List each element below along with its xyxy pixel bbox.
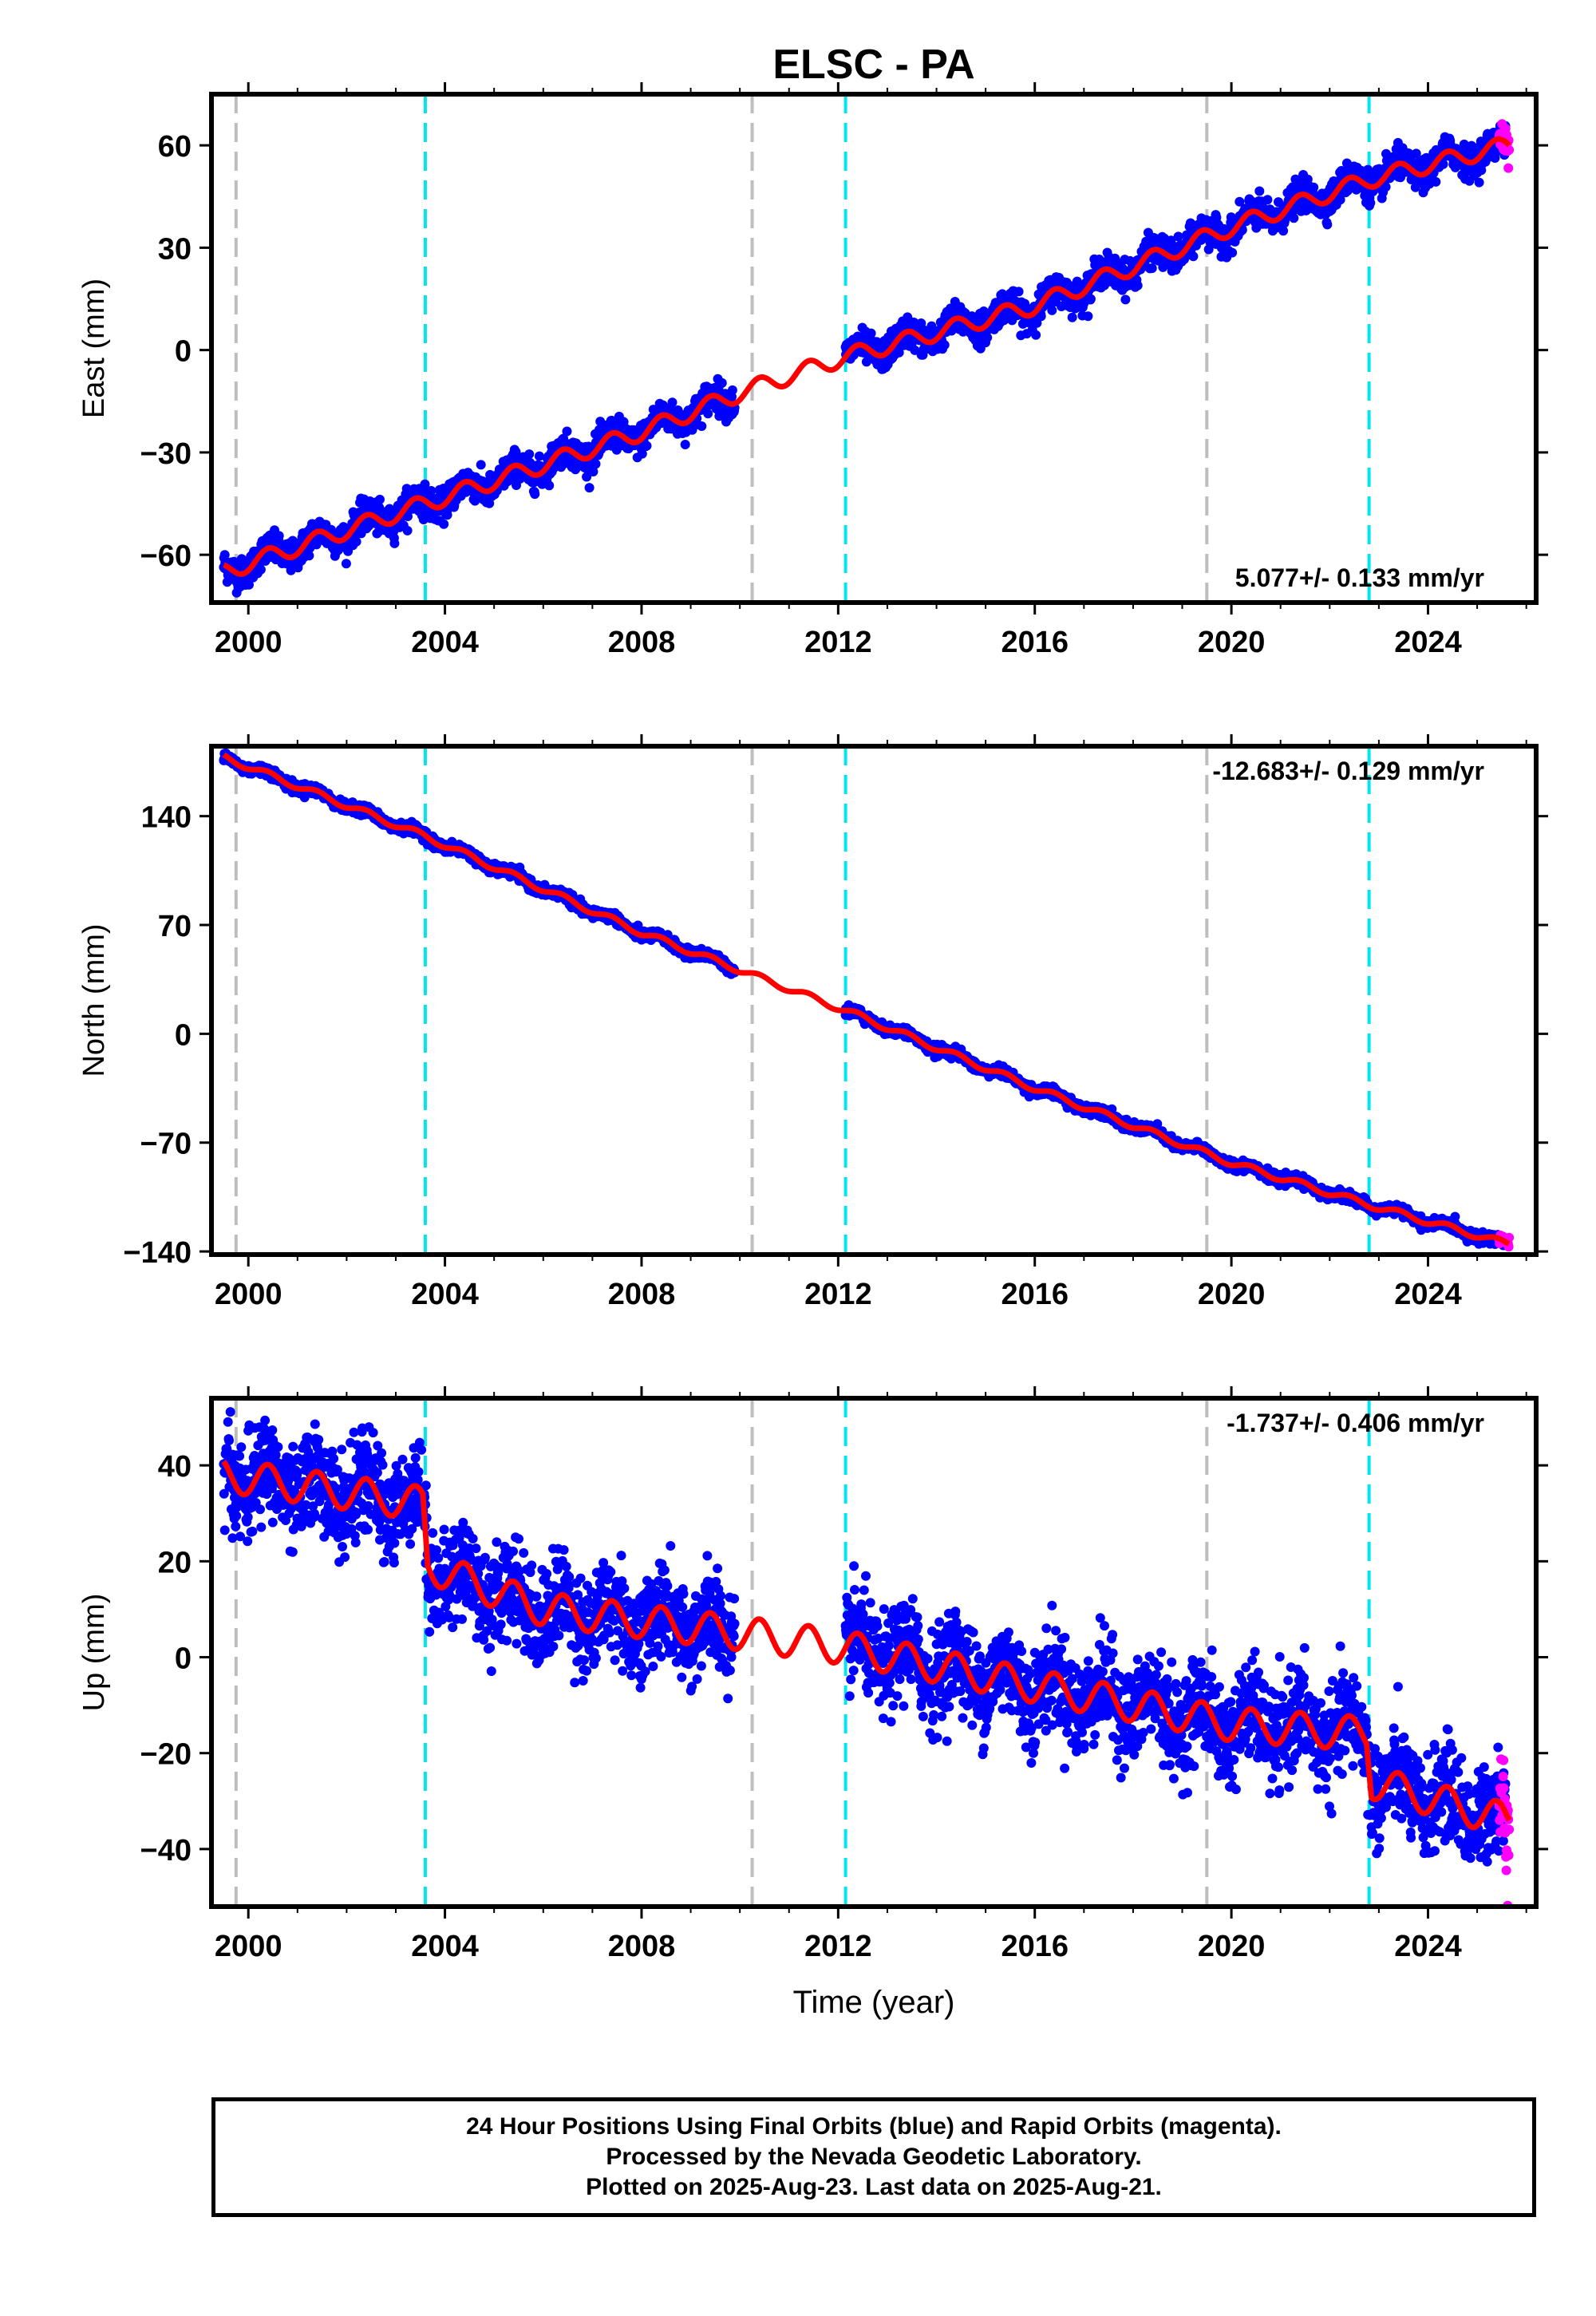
- x-tick-label: 2000: [215, 626, 282, 659]
- data-point-final: [1067, 312, 1077, 322]
- data-point-final: [274, 531, 284, 541]
- data-point-final: [1322, 219, 1333, 230]
- data-point-final: [439, 519, 449, 529]
- data-point-final: [534, 451, 544, 461]
- data-point-final: [703, 409, 713, 419]
- data-point-final: [717, 377, 727, 388]
- data-point-final: [1188, 251, 1199, 262]
- data-point-final: [403, 512, 413, 521]
- y-tick-label: −30: [140, 437, 192, 471]
- data-point-final: [1309, 182, 1319, 192]
- data-point-final: [375, 494, 385, 504]
- data-point-rapid: [1503, 163, 1514, 173]
- data-point-final: [1254, 186, 1265, 196]
- data-point-final: [697, 421, 707, 431]
- data-point-final: [511, 447, 521, 457]
- data-point-final: [562, 426, 572, 437]
- data-point-final: [426, 486, 437, 496]
- data-point-final: [1431, 176, 1441, 187]
- x-tick-label: 2016: [1001, 626, 1069, 659]
- data-point-final: [680, 440, 690, 449]
- data-point-final: [584, 483, 595, 493]
- data-point-final: [595, 417, 606, 427]
- data-points: [219, 119, 1515, 598]
- x-tick-label: 2012: [804, 626, 872, 659]
- data-point-final: [637, 449, 647, 459]
- data-point-final: [389, 538, 400, 548]
- y-axis-label: East (mm): [77, 279, 111, 418]
- data-point-final: [939, 340, 950, 350]
- data-point-final: [588, 467, 598, 476]
- chart-title: ELSC - PA: [772, 41, 974, 88]
- data-point-rapid: [1504, 144, 1515, 155]
- data-point-final: [642, 441, 652, 451]
- data-point-final: [476, 460, 486, 470]
- data-point-final: [402, 525, 413, 536]
- x-tick-label: 2008: [608, 626, 676, 659]
- data-point-final: [1227, 247, 1238, 258]
- data-point-final: [530, 489, 540, 500]
- x-tick-label: 2020: [1198, 626, 1266, 659]
- y-tick-label: 30: [158, 232, 192, 266]
- data-point-final: [1031, 330, 1041, 340]
- data-point-final: [591, 459, 601, 469]
- x-tick-label: 2024: [1394, 626, 1462, 659]
- data-point-final: [1120, 294, 1131, 305]
- data-point-final: [255, 564, 266, 575]
- data-points: [219, 748, 1515, 1252]
- data-point-final: [219, 550, 230, 560]
- panel-north: 2000 2004 2008 2012 2016 2020 2024−140−7007014…: [77, 734, 1548, 1311]
- x-tick-label: 2004: [411, 626, 479, 659]
- data-point-final: [1474, 177, 1484, 188]
- data-point-final: [1132, 280, 1143, 290]
- data-point-final: [524, 449, 535, 460]
- data-point-final: [667, 397, 678, 408]
- data-point-final: [1047, 305, 1057, 315]
- data-point-final: [304, 551, 314, 561]
- data-point-final: [1173, 231, 1183, 242]
- data-point-final: [544, 480, 555, 491]
- data-point-final: [1147, 263, 1157, 274]
- panel-east: 2000 2004 2008 2012 2016 2020 2024 −60 −30 0 30 60 E…: [77, 82, 1548, 659]
- data-point-final: [351, 536, 361, 547]
- data-point-final: [244, 579, 254, 590]
- rate-annotation: 5.077+/- 0.133 mm/yr: [1235, 563, 1484, 592]
- y-tick-label: 0: [175, 335, 192, 369]
- data-point-final: [866, 328, 876, 338]
- data-point-final: [1013, 287, 1024, 297]
- data-point-final: [1262, 195, 1273, 205]
- data-point-final: [1365, 198, 1376, 208]
- y-tick-label: −60: [140, 539, 192, 573]
- data-point-final: [1085, 294, 1096, 304]
- y-tick-label: 60: [158, 130, 192, 164]
- data-point-final: [1289, 213, 1299, 223]
- data-point-final: [341, 559, 351, 569]
- data-point-final: [442, 510, 452, 520]
- data-point-final: [982, 333, 993, 342]
- data-point-final: [727, 385, 737, 395]
- data-point-final: [1083, 311, 1093, 322]
